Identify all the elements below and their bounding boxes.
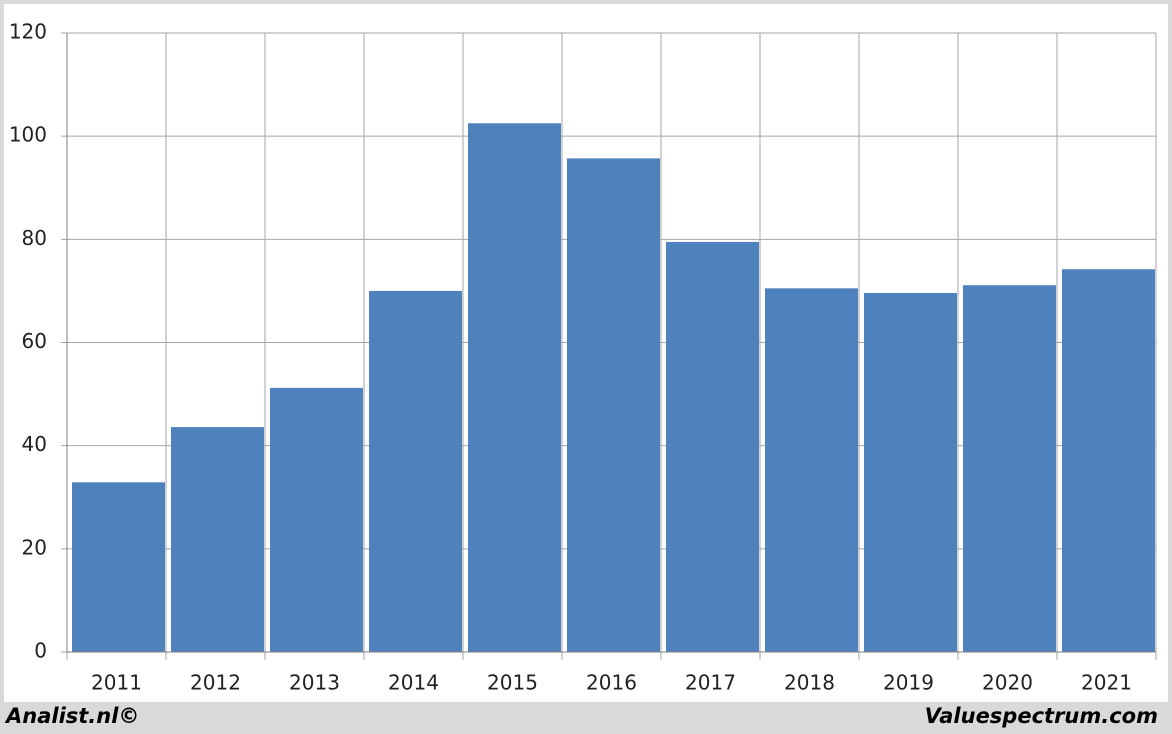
y-tick-label: 80 bbox=[22, 226, 47, 250]
bar bbox=[666, 241, 759, 652]
x-tick-label: 2013 bbox=[289, 671, 340, 695]
x-tick-label: 2015 bbox=[487, 671, 538, 695]
footer-right: Valuespectrum.com bbox=[925, 704, 1158, 728]
bar bbox=[567, 158, 660, 652]
bar bbox=[864, 292, 957, 652]
y-tick-label: 40 bbox=[22, 432, 47, 456]
bar bbox=[72, 482, 165, 652]
x-tick-label: 2020 bbox=[982, 671, 1033, 695]
x-tick-label: 2016 bbox=[586, 671, 637, 695]
x-tick-label: 2018 bbox=[784, 671, 835, 695]
x-tick-label: 2017 bbox=[685, 671, 736, 695]
x-tick-label: 2011 bbox=[91, 671, 142, 695]
bar bbox=[765, 288, 858, 652]
x-tick-label: 2021 bbox=[1081, 671, 1132, 695]
bar bbox=[468, 123, 561, 653]
bar bbox=[1062, 269, 1155, 652]
x-tick-label: 2014 bbox=[388, 671, 439, 695]
y-tick-label: 120 bbox=[9, 20, 47, 44]
y-tick-label: 0 bbox=[34, 639, 47, 663]
x-tick-label: 2012 bbox=[190, 671, 241, 695]
x-tick-label: 2019 bbox=[883, 671, 934, 695]
bar bbox=[171, 427, 264, 652]
y-tick-label: 100 bbox=[9, 123, 47, 147]
bar bbox=[270, 387, 363, 652]
footer-left: Analist.nl© bbox=[4, 704, 139, 728]
y-tick-label: 60 bbox=[22, 329, 47, 353]
bar bbox=[369, 290, 462, 652]
bar bbox=[963, 285, 1056, 652]
y-tick-label: 20 bbox=[22, 535, 47, 559]
